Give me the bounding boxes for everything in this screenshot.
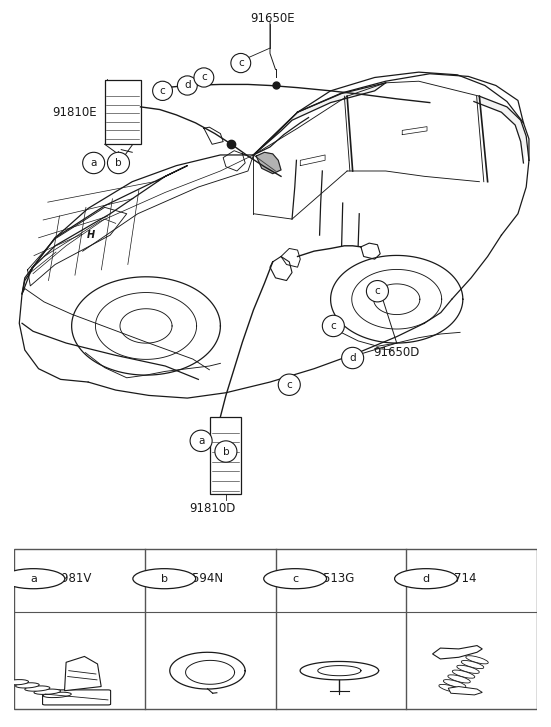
Text: a: a [30, 574, 37, 584]
Polygon shape [474, 96, 526, 163]
Text: 91650E: 91650E [251, 12, 295, 25]
Text: H: H [87, 230, 95, 240]
Text: 91714: 91714 [439, 572, 477, 585]
Polygon shape [433, 646, 482, 659]
Text: b: b [223, 446, 229, 457]
Circle shape [194, 68, 214, 87]
Text: c: c [292, 574, 298, 584]
Ellipse shape [452, 670, 475, 678]
Bar [105, 80, 141, 144]
Bar [210, 417, 241, 494]
Ellipse shape [444, 680, 466, 688]
Circle shape [107, 152, 129, 174]
Polygon shape [449, 686, 482, 695]
Ellipse shape [461, 661, 484, 669]
Circle shape [2, 569, 65, 589]
Text: 91810D: 91810D [189, 502, 235, 515]
Polygon shape [64, 656, 101, 691]
Polygon shape [253, 83, 386, 155]
Text: d: d [349, 353, 356, 363]
Ellipse shape [457, 665, 479, 673]
Ellipse shape [43, 692, 71, 698]
Circle shape [322, 316, 344, 337]
Circle shape [215, 441, 237, 462]
Circle shape [395, 569, 457, 589]
Text: 91810E: 91810E [52, 105, 96, 119]
Text: c: c [331, 321, 336, 331]
Text: c: c [201, 73, 207, 82]
Ellipse shape [34, 689, 61, 694]
Circle shape [177, 76, 197, 95]
Text: 91650D: 91650D [374, 346, 420, 359]
FancyBboxPatch shape [42, 690, 111, 705]
Text: a: a [90, 158, 97, 168]
Ellipse shape [15, 683, 39, 688]
Circle shape [190, 430, 212, 451]
Circle shape [366, 281, 388, 302]
Circle shape [278, 374, 300, 395]
Text: c: c [160, 86, 165, 96]
Text: c: c [375, 286, 380, 296]
Ellipse shape [448, 675, 471, 683]
Ellipse shape [439, 684, 461, 693]
Ellipse shape [7, 680, 29, 685]
Polygon shape [256, 152, 281, 174]
Text: 91981V: 91981V [46, 572, 92, 585]
Text: 91594N: 91594N [177, 572, 224, 585]
Circle shape [342, 348, 364, 369]
Circle shape [231, 53, 251, 73]
Text: b: b [161, 574, 168, 584]
Text: d: d [423, 574, 430, 584]
Circle shape [133, 569, 196, 589]
Text: 91513G: 91513G [308, 572, 355, 585]
Text: a: a [198, 435, 204, 446]
Ellipse shape [25, 686, 50, 691]
Circle shape [264, 569, 327, 589]
Ellipse shape [466, 656, 488, 664]
Text: d: d [184, 81, 191, 90]
Text: c: c [287, 379, 292, 390]
Text: b: b [115, 158, 122, 168]
Circle shape [83, 152, 105, 174]
Text: c: c [238, 58, 244, 68]
Circle shape [153, 81, 172, 100]
